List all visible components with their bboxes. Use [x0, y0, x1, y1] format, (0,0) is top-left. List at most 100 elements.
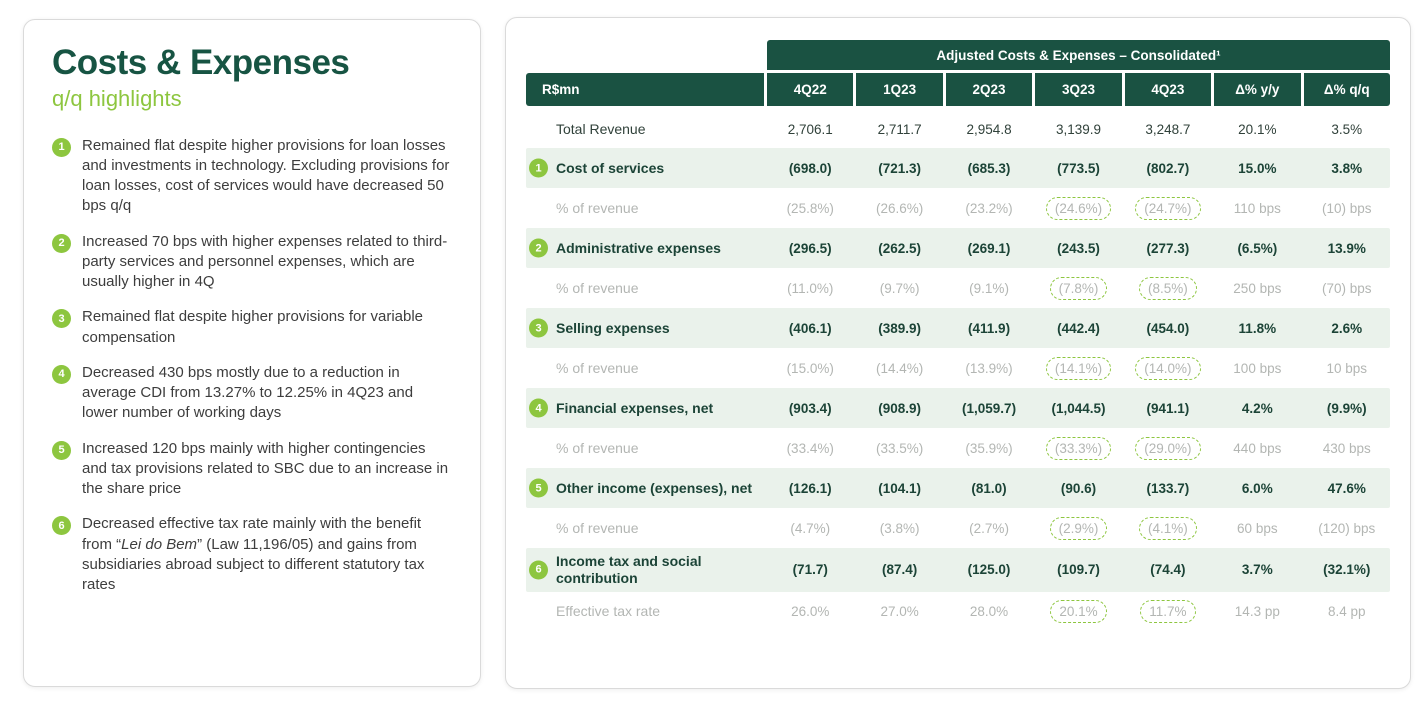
cell-value-text: 14.3 pp	[1234, 604, 1280, 620]
cell-value-text: (24.7%)	[1135, 196, 1201, 220]
row-label: Selling expenses	[556, 319, 670, 336]
highlight-item: 5 Increased 120 bps mainly with higher co…	[52, 439, 452, 500]
cell-value: 430 bps	[1304, 428, 1390, 468]
row-label-cell: Effective tax rate	[526, 592, 764, 632]
cell-value: (9.9%)	[1304, 388, 1390, 428]
cell-value-text: (71.7)	[792, 562, 828, 578]
cell-value-text: (277.3)	[1146, 240, 1190, 256]
row-label: Financial expenses, net	[556, 399, 714, 416]
cell-value-text: (698.0)	[788, 160, 832, 176]
cell-value: (23.2%)	[946, 188, 1032, 228]
table-panel: Adjusted Costs & Expenses – Consolidated…	[505, 17, 1411, 689]
cell-value-text: (9.1%)	[969, 280, 1009, 296]
cell-value: 20.1%	[1035, 592, 1121, 632]
row-label-cell: 2 Administrative expenses	[526, 228, 764, 268]
cell-value: 10 bps	[1304, 348, 1390, 388]
cell-value-text: (24.6%)	[1045, 196, 1112, 220]
cell-value-text: 3.7%	[1241, 562, 1273, 578]
table-row: % of revenue (15.0%) (14.4%) (13.9%) (14.1%)…	[526, 348, 1390, 388]
cell-value-text: (721.3)	[878, 160, 922, 176]
cell-value-text: (442.4)	[1057, 320, 1100, 336]
cell-value: (296.5)	[767, 228, 853, 268]
cell-value: (2.9%)	[1035, 508, 1121, 548]
row-label-cell: % of revenue	[526, 428, 764, 468]
cell-value: (262.5)	[856, 228, 942, 268]
cell-value: (133.7)	[1125, 468, 1211, 508]
cell-value-text: (2.7%)	[969, 520, 1009, 536]
cell-value-text: 20.1%	[1238, 122, 1277, 137]
row-number-badge: 2	[529, 238, 548, 258]
cell-value: (773.5)	[1035, 148, 1121, 188]
cell-value: 20.1%	[1214, 111, 1300, 148]
cell-value: (389.9)	[856, 308, 942, 348]
cell-value-text: (454.0)	[1146, 320, 1190, 336]
cell-value-text: (941.1)	[1146, 400, 1190, 416]
row-label-cell: % of revenue	[526, 268, 764, 308]
cell-value-text: (70) bps	[1321, 280, 1372, 296]
cell-value: (11.0%)	[767, 268, 853, 308]
cell-value-text: 13.9%	[1327, 240, 1366, 256]
row-number-badge: 4	[529, 398, 548, 418]
highlight-item: 4 Decreased 430 bps mostly due to a reduc…	[52, 363, 452, 424]
cell-value: (454.0)	[1125, 308, 1211, 348]
cell-value-text: (33.3%)	[1045, 436, 1112, 460]
cell-value-text: (13.9%)	[965, 360, 1013, 376]
column-header: Δ% q/q	[1303, 73, 1390, 106]
cell-value-text: 3.8%	[1331, 160, 1363, 176]
cell-value-text: (120) bps	[1318, 520, 1376, 536]
cell-value-text: (33.5%)	[875, 440, 924, 456]
cell-value-text: 2.6%	[1331, 320, 1363, 336]
cell-value-text: (14.4%)	[875, 360, 924, 376]
cell-value: 26.0%	[767, 592, 853, 632]
bullet-text: Decreased 430 bps mostly due to a reduct…	[82, 363, 414, 422]
cell-value: (269.1)	[946, 228, 1032, 268]
cell-value-text: 27.0%	[880, 604, 919, 620]
cell-value-text: 2,711.7	[877, 122, 922, 137]
cell-value-text: 430 bps	[1322, 440, 1371, 456]
table-row: Effective tax rate 26.0% 27.0% 28.0% 20.1% 11…	[526, 592, 1390, 632]
cell-value-text: (8.5%)	[1139, 276, 1197, 300]
cell-value-text: 3,139.9	[1055, 122, 1101, 137]
row-label: % of revenue	[556, 279, 639, 296]
cell-value: (74.4)	[1125, 548, 1211, 592]
cell-value: (908.9)	[856, 388, 942, 428]
cell-value: (33.5%)	[856, 428, 942, 468]
column-header: 2Q23	[945, 73, 1033, 106]
cell-value-text: (33.4%)	[786, 440, 834, 456]
table-row: 6 Income tax and social contribution (71.7…	[526, 548, 1390, 592]
cell-value-text: (269.1)	[967, 240, 1011, 256]
highlight-item: 6 Decreased effective tax rate mainly wit…	[52, 514, 452, 595]
row-label: % of revenue	[556, 519, 639, 536]
cell-value: 13.9%	[1304, 228, 1390, 268]
cell-value-text: (4.7%)	[790, 520, 831, 536]
cell-value-text: (802.7)	[1146, 160, 1190, 176]
bullet-number-badge: 6	[52, 516, 71, 536]
row-label-cell: 1 Cost of services	[526, 148, 764, 188]
cell-value-text: (1,059.7)	[962, 400, 1017, 416]
cell-value: 100 bps	[1214, 348, 1300, 388]
cell-value: (9.1%)	[946, 268, 1032, 308]
row-label: Cost of services	[556, 159, 665, 176]
highlights-list: 1 Remained flat despite higher provisions…	[52, 136, 452, 596]
cell-value: (9.7%)	[856, 268, 942, 308]
bullet-number-badge: 5	[52, 440, 71, 460]
cell-value-text: (7.8%)	[1049, 276, 1108, 300]
cell-value-text: (1,044.5)	[1051, 400, 1106, 416]
cell-value: (243.5)	[1035, 228, 1121, 268]
page-title: Costs & Expenses	[52, 43, 350, 82]
cell-value: (941.1)	[1125, 388, 1211, 428]
cell-value-text: (25.8%)	[786, 200, 834, 216]
table-band-row: Adjusted Costs & Expenses – Consolidated…	[526, 40, 1390, 70]
cell-value: 8.4 pp	[1304, 592, 1390, 632]
table-row: Total Revenue 2,706.1 2,711.7 2,954.8 3,139.…	[526, 111, 1390, 148]
row-number-badge: 5	[529, 478, 548, 498]
cell-value-text: 110 bps	[1233, 200, 1281, 216]
row-label: Total Revenue	[556, 121, 646, 138]
highlight-item: 1 Remained flat despite higher provisions…	[52, 136, 452, 217]
row-label: Other income (expenses), net	[556, 479, 753, 496]
row-label-cell: 6 Income tax and social contribution	[526, 548, 764, 592]
cell-value: (35.9%)	[946, 428, 1032, 468]
cell-value: (104.1)	[856, 468, 942, 508]
cell-value: 4.2%	[1214, 388, 1300, 428]
cell-value-text: (243.5)	[1057, 240, 1100, 256]
